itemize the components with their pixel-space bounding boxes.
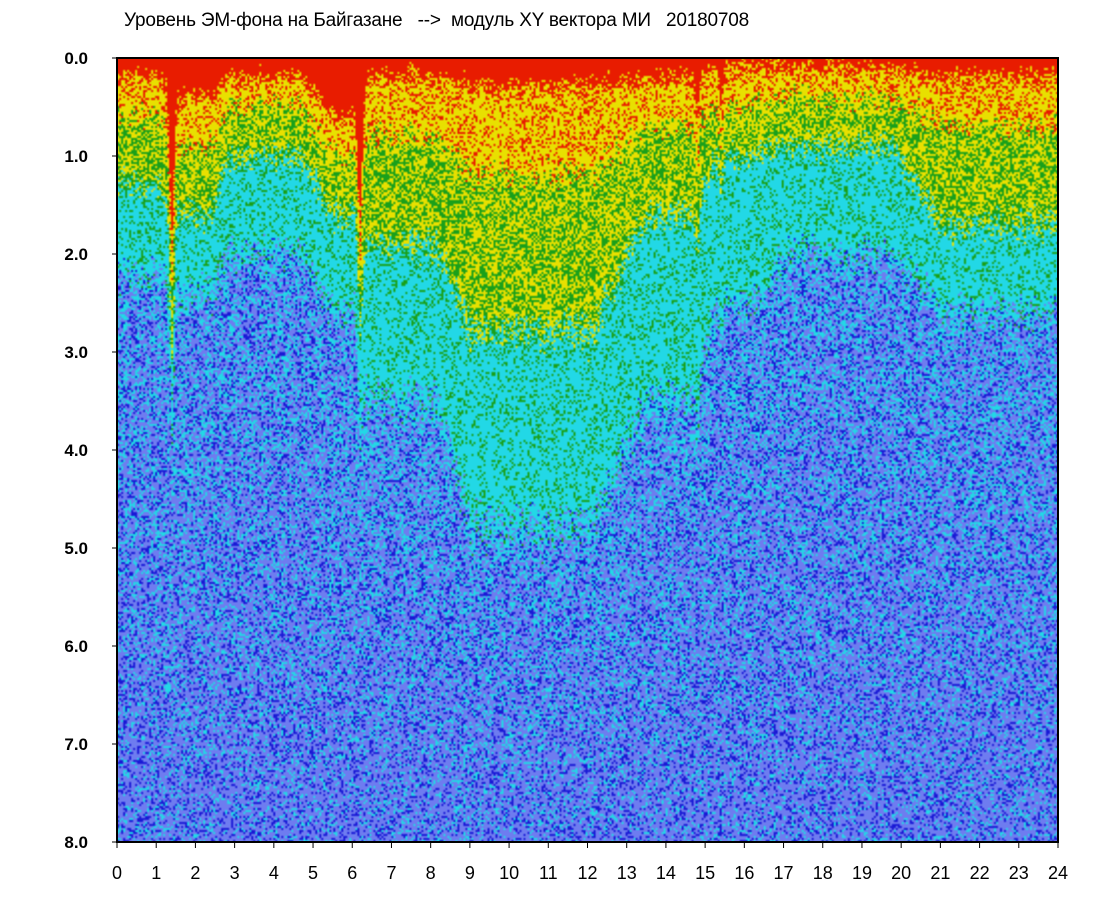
x-axis: 0 1 2 3 4 5 6 7 8 9 10 11 12 13 14 15 16 17 18 19 20 21 22 23 24	[112, 842, 1068, 883]
x-tick-label: 15	[695, 863, 715, 883]
y-tick-label: 8.0	[64, 833, 88, 852]
x-tick-label: 1	[151, 863, 161, 883]
x-tick-label: 2	[190, 863, 200, 883]
x-tick-label: 7	[386, 863, 396, 883]
x-tick-label: 24	[1048, 863, 1068, 883]
y-axis: 0.0 1.0 2.0 3.0 4.0 5.0 6.0 7.0 8.0	[64, 49, 117, 852]
x-tick-label: 0	[112, 863, 122, 883]
plot-area	[116, 57, 1059, 843]
y-tick-label: 3.0	[64, 343, 88, 362]
x-tick-label: 4	[269, 863, 279, 883]
x-tick-label: 18	[813, 863, 833, 883]
x-tick-label: 12	[577, 863, 597, 883]
y-tick-label: 5.0	[64, 539, 88, 558]
chart-title: Уровень ЭМ-фона на Байгазане --> модуль …	[124, 10, 749, 31]
x-tick-label: 8	[426, 863, 436, 883]
y-tick-label: 0.0	[64, 49, 88, 68]
x-tick-label: 19	[852, 863, 872, 883]
x-tick-label: 20	[891, 863, 911, 883]
x-tick-label: 22	[970, 863, 990, 883]
y-tick-label: 6.0	[64, 637, 88, 656]
x-tick-label: 16	[734, 863, 754, 883]
x-tick-label: 13	[617, 863, 637, 883]
y-tick-label: 1.0	[64, 147, 88, 166]
x-tick-label: 6	[347, 863, 357, 883]
x-tick-label: 5	[308, 863, 318, 883]
y-tick-label: 2.0	[64, 245, 88, 264]
x-tick-label: 9	[465, 863, 475, 883]
x-tick-label: 3	[230, 863, 240, 883]
heatmap-image	[117, 58, 1058, 842]
y-tick-label: 4.0	[64, 441, 88, 460]
x-tick-label: 11	[539, 863, 558, 883]
x-tick-label: 23	[1009, 863, 1029, 883]
x-tick-label: 14	[656, 863, 676, 883]
y-tick-label: 7.0	[64, 735, 88, 754]
x-tick-label: 17	[774, 863, 794, 883]
x-tick-label: 21	[930, 863, 950, 883]
x-tick-label: 10	[499, 863, 519, 883]
